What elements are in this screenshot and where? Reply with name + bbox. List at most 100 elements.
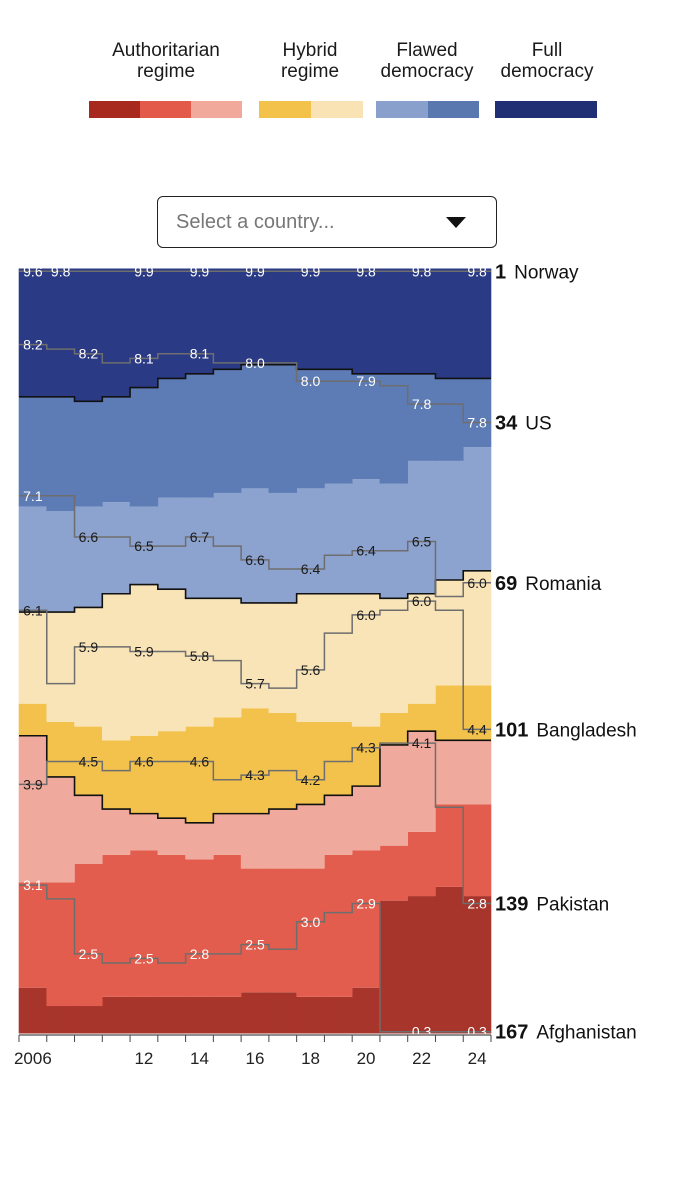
x-tick-label: 2006 <box>14 1049 52 1068</box>
band-cell <box>129 268 159 388</box>
band-cell <box>101 268 131 397</box>
value-label: 8.0 <box>301 373 321 389</box>
value-label: 4.6 <box>134 753 154 769</box>
band-cell <box>129 584 159 736</box>
country-rank: 139 <box>495 893 528 915</box>
band-cell <box>157 497 186 590</box>
category-boundary-line <box>19 363 491 403</box>
band-cell <box>407 373 436 461</box>
band-cell <box>435 268 464 379</box>
value-label: 9.8 <box>467 263 487 279</box>
legend-bar-flawed <box>376 101 479 118</box>
band-cell <box>240 813 270 869</box>
band-cell <box>74 506 103 608</box>
value-label: 9.9 <box>134 263 154 279</box>
band-cell <box>351 268 381 374</box>
value-label: 8.2 <box>79 346 99 362</box>
band-cell <box>324 795 353 855</box>
country-name: US <box>525 413 551 434</box>
band-cell <box>18 396 48 507</box>
country-label-bangladesh[interactable]: 101 Bangladesh <box>495 719 637 741</box>
band-cell <box>18 506 48 613</box>
band-cell <box>407 593 436 704</box>
band-cell <box>296 593 325 723</box>
band-cell <box>157 378 186 498</box>
legend-full: Full democracy <box>488 40 606 82</box>
country-label-afghanistan[interactable]: 167 Afghanistan <box>495 1022 637 1044</box>
value-label: 8.1 <box>134 350 154 366</box>
band-cell <box>157 854 186 997</box>
band-cell <box>74 1006 103 1034</box>
legend-swatch <box>311 101 363 118</box>
band-cell <box>129 813 159 851</box>
value-label: 8.2 <box>23 337 43 353</box>
band-cell <box>157 268 186 379</box>
value-label: 2.5 <box>79 946 99 962</box>
value-label: 5.6 <box>301 662 321 678</box>
series-line-afghanistan <box>19 884 491 1033</box>
legend-label-hybrid: Hybrid regime <box>280 40 340 82</box>
band-cell <box>435 378 464 461</box>
band-cell <box>462 740 492 805</box>
legend-bar-hybrid <box>259 101 363 118</box>
band-cell <box>240 268 270 365</box>
band-cell <box>462 268 492 379</box>
band-cell <box>324 722 353 796</box>
band-cell <box>46 511 75 613</box>
category-boundary-line <box>19 570 491 613</box>
band-cell <box>351 786 381 851</box>
country-labels: 1 Norway 34 US 69 Romania 101 Bangladesh 139 Paki… <box>495 261 637 1043</box>
band-cell <box>46 1006 75 1034</box>
country-select[interactable]: Select a country... <box>157 196 497 248</box>
x-tick-label: 14 <box>190 1049 209 1068</box>
band-cell <box>379 712 409 745</box>
band-cell <box>435 804 464 887</box>
band-cell <box>435 460 464 580</box>
country-label-pakistan[interactable]: 139 Pakistan <box>495 893 609 915</box>
band-cell <box>185 726 214 823</box>
band-cell <box>435 886 464 1034</box>
band-cell <box>268 809 297 869</box>
band-cell <box>351 373 381 480</box>
country-label-us[interactable]: 34 US <box>495 412 552 434</box>
value-label: 6.6 <box>79 529 99 545</box>
band-cell <box>213 854 242 997</box>
value-label: 3.9 <box>23 776 43 792</box>
value-label: 9.8 <box>356 263 376 279</box>
band-cell <box>18 703 48 736</box>
country-select-placeholder: Select a country... <box>176 211 335 233</box>
band-cell <box>240 708 270 814</box>
band-cell <box>324 854 353 997</box>
country-label-romania[interactable]: 69 Romania <box>495 573 602 595</box>
band-cell <box>407 831 436 897</box>
band-cell <box>74 864 103 1007</box>
band-cell <box>101 809 131 855</box>
band-cell <box>157 996 186 1034</box>
legend-swatch <box>428 101 479 118</box>
band-cell <box>351 987 381 1034</box>
band-cell <box>240 364 270 489</box>
band-cell <box>185 598 214 727</box>
band-cell <box>296 868 325 997</box>
band-cell <box>101 996 131 1034</box>
band-cell <box>268 602 297 713</box>
band-cell <box>240 992 270 1034</box>
value-label: 0.3 <box>467 1024 487 1040</box>
series-line-us <box>19 343 491 424</box>
band-cell <box>324 369 353 484</box>
band-cell <box>157 589 186 732</box>
country-name: Bangladesh <box>536 720 636 741</box>
value-label: 6.0 <box>356 607 376 623</box>
value-label: 3.1 <box>23 877 43 893</box>
series-line-bangladesh <box>19 600 491 731</box>
chevron-down-icon[interactable] <box>446 217 466 228</box>
band-cell <box>268 364 297 493</box>
legend-bar-authoritarian <box>89 101 242 118</box>
band-cell <box>18 987 48 1034</box>
value-label: 9.9 <box>301 263 321 279</box>
legend-label-full: Full democracy <box>500 40 594 82</box>
band-cell <box>18 735 48 883</box>
value-label: 6.0 <box>412 593 432 609</box>
x-tick-label: 16 <box>246 1049 265 1068</box>
country-label-norway[interactable]: 1 Norway <box>495 261 579 283</box>
